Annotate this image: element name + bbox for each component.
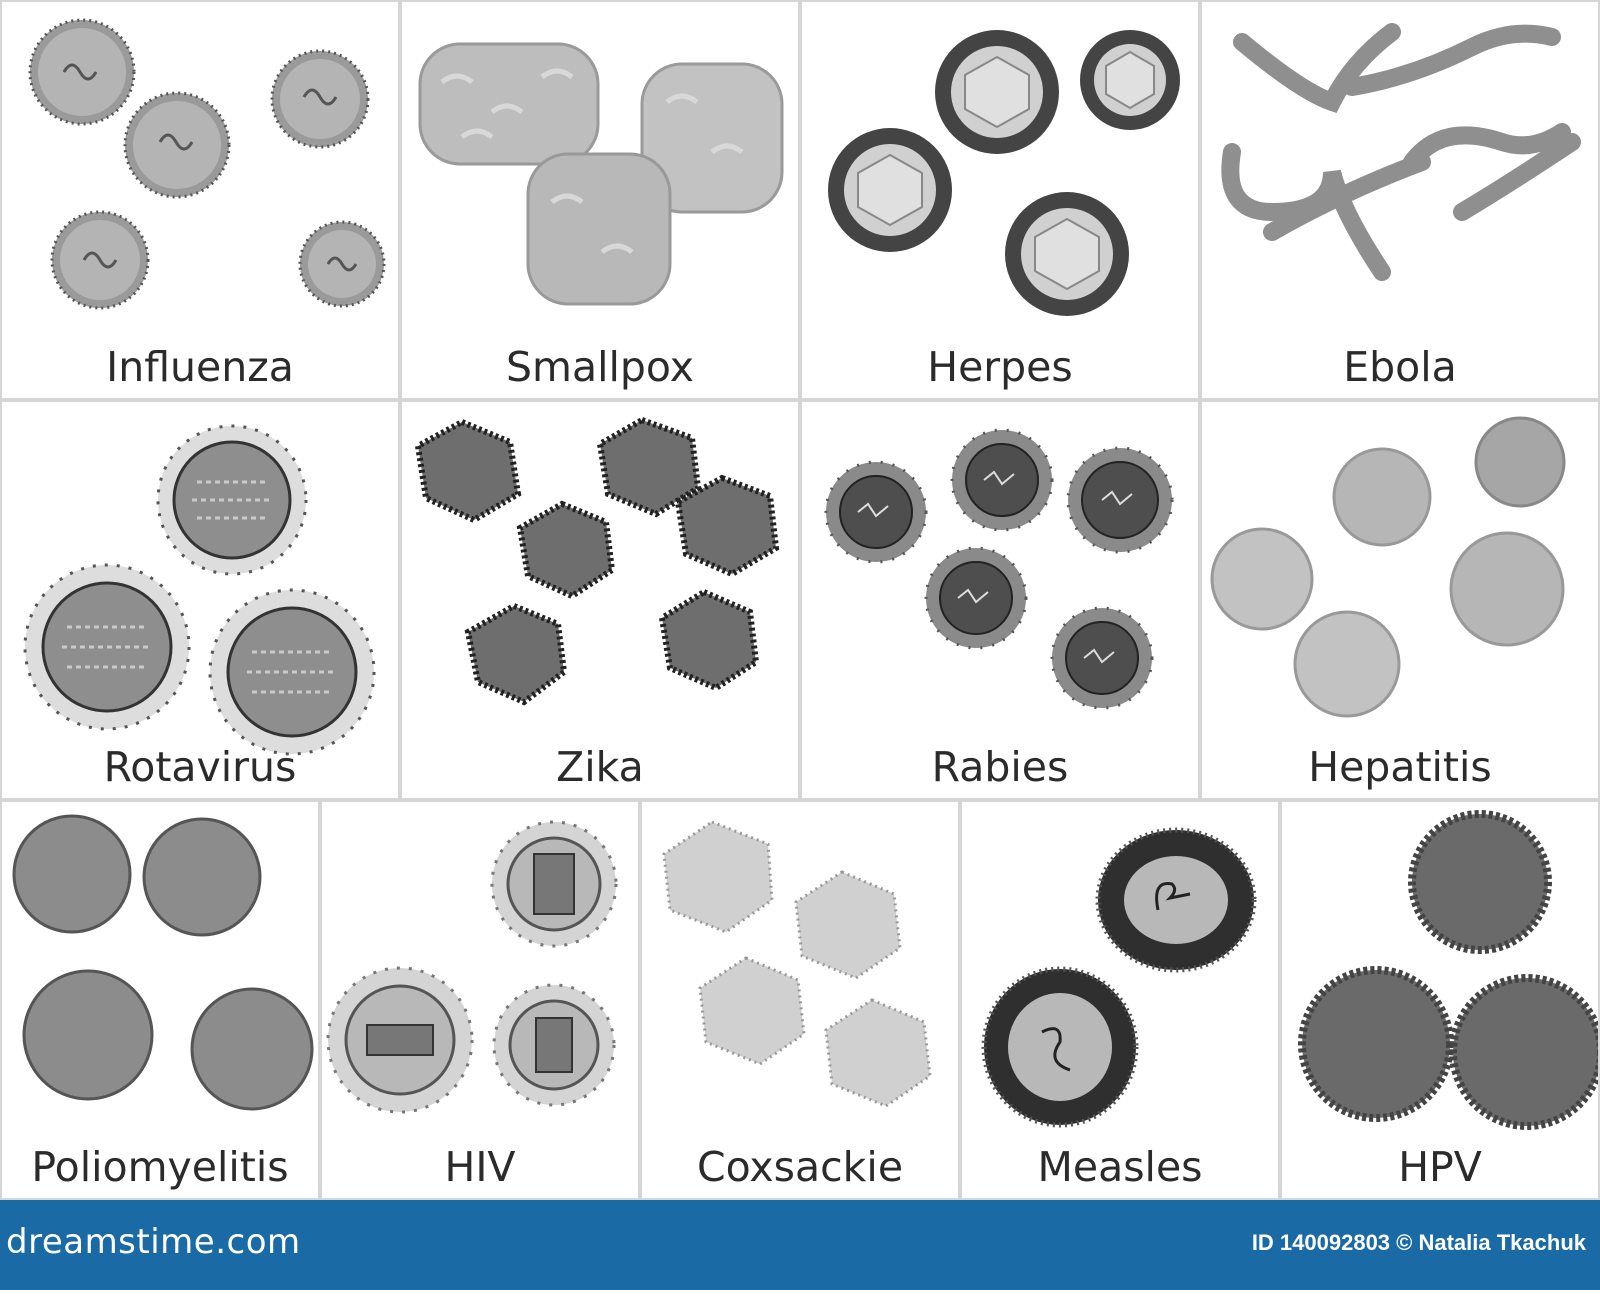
coxsackie-virion (794, 870, 902, 980)
cell-influenza: Influenza (0, 0, 400, 400)
influenza-virion (270, 49, 370, 149)
hiv-virion (490, 820, 618, 948)
virus-label: HPV (1398, 1143, 1482, 1191)
cell-zika: Zika (400, 400, 800, 800)
hepatitis-virion (1210, 527, 1314, 631)
poliomyelitis-virion (12, 814, 132, 934)
virus-label: Zika (556, 743, 644, 791)
herpes-virion (1005, 192, 1129, 316)
ebola-illustration (1221, 23, 1581, 281)
hiv-virion (492, 983, 616, 1107)
hepatitis-virion (1449, 531, 1565, 647)
hpv-virion (1298, 966, 1454, 1122)
rabies-virion (950, 428, 1054, 532)
hiv-illustration (326, 820, 618, 1114)
coxsackie-virion (824, 998, 932, 1108)
cell-poliomyelitis: Poliomyelitis (0, 800, 320, 1200)
cell-hpv: HPV (1280, 800, 1600, 1200)
zika-virion (658, 588, 760, 692)
measles-virion (981, 966, 1139, 1128)
rabies-virion (1066, 446, 1174, 554)
cell-hepatitis: Hepatitis (1200, 400, 1600, 800)
smallpox-virion (526, 152, 672, 306)
virus-label: Measles (1037, 1143, 1203, 1191)
zika-illustration (414, 416, 780, 706)
poliomyelitis-illustration (12, 814, 314, 1111)
stock-logo: dreamstime.com (6, 1222, 301, 1262)
coxsackie-virion (698, 956, 806, 1066)
rabies-illustration (824, 428, 1174, 710)
hepatitis-virion (1293, 610, 1401, 718)
coxsackie-virion (662, 820, 774, 934)
cell-coxsackie: Coxsackie (640, 800, 960, 1200)
zika-virion (674, 474, 780, 578)
poliomyelitis-virion (190, 987, 314, 1111)
virus-label: Influenza (106, 343, 294, 391)
rotavirus-virion (23, 563, 191, 731)
poliomyelitis-virion (22, 969, 154, 1101)
rotavirus-illustration (23, 424, 376, 756)
hpv-virion (1449, 974, 1598, 1130)
poliomyelitis-virion (142, 817, 262, 937)
rotavirus-virion (156, 424, 308, 576)
zika-virion (596, 416, 702, 518)
virus-label: Smallpox (506, 343, 694, 391)
virus-label: Rotavirus (103, 743, 297, 791)
virus-grid: Influenza Smallpox (0, 0, 1600, 1200)
virus-label: Rabies (931, 743, 1069, 791)
virus-label: Herpes (927, 343, 1073, 391)
herpes-virion (935, 30, 1059, 154)
cell-hiv: HIV (320, 800, 640, 1200)
rabies-virion (824, 460, 928, 564)
cell-herpes: Herpes (800, 0, 1200, 400)
zika-virion (516, 500, 616, 600)
influenza-virion (298, 220, 386, 308)
smallpox-illustration (418, 42, 784, 306)
smallpox-virion (640, 62, 784, 214)
coxsackie-illustration (662, 820, 932, 1108)
virus-label: Ebola (1343, 343, 1457, 391)
hpv-illustration (1298, 810, 1598, 1130)
influenza-virion (123, 91, 231, 199)
herpes-illustration (828, 30, 1180, 316)
herpes-virion (828, 128, 952, 252)
ebola-filament (1221, 23, 1581, 281)
measles-virion (1095, 827, 1257, 973)
footer-bar: dreamstime.com ID 140092803 © Natalia Tk… (0, 1200, 1600, 1290)
influenza-illustration (28, 18, 386, 310)
hpv-virion (1408, 810, 1552, 954)
cell-smallpox: Smallpox (400, 0, 800, 400)
hepatitis-illustration (1210, 416, 1566, 718)
rabies-virion (1050, 606, 1154, 710)
measles-illustration (981, 827, 1257, 1128)
virus-label: Coxsackie (696, 1143, 904, 1191)
cell-measles: Measles (960, 800, 1280, 1200)
cell-ebola: Ebola (1200, 0, 1600, 400)
virus-label: Poliomyelitis (31, 1143, 289, 1191)
image-credit: ID 140092803 © Natalia Tkachuk (1251, 1230, 1586, 1255)
influenza-virion (50, 210, 150, 310)
zika-virion (464, 602, 568, 706)
cell-rotavirus: Rotavirus (0, 400, 400, 800)
virus-label: HIV (444, 1143, 516, 1191)
rabies-virion (924, 546, 1028, 650)
zika-virion (414, 418, 522, 524)
hepatitis-virion (1474, 416, 1566, 508)
virus-label: Hepatitis (1308, 743, 1492, 791)
hepatitis-virion (1332, 447, 1432, 547)
hiv-virion (326, 966, 474, 1114)
influenza-virion (28, 18, 136, 126)
herpes-virion (1080, 30, 1180, 130)
rotavirus-virion (208, 588, 376, 756)
cell-rabies: Rabies (800, 400, 1200, 800)
